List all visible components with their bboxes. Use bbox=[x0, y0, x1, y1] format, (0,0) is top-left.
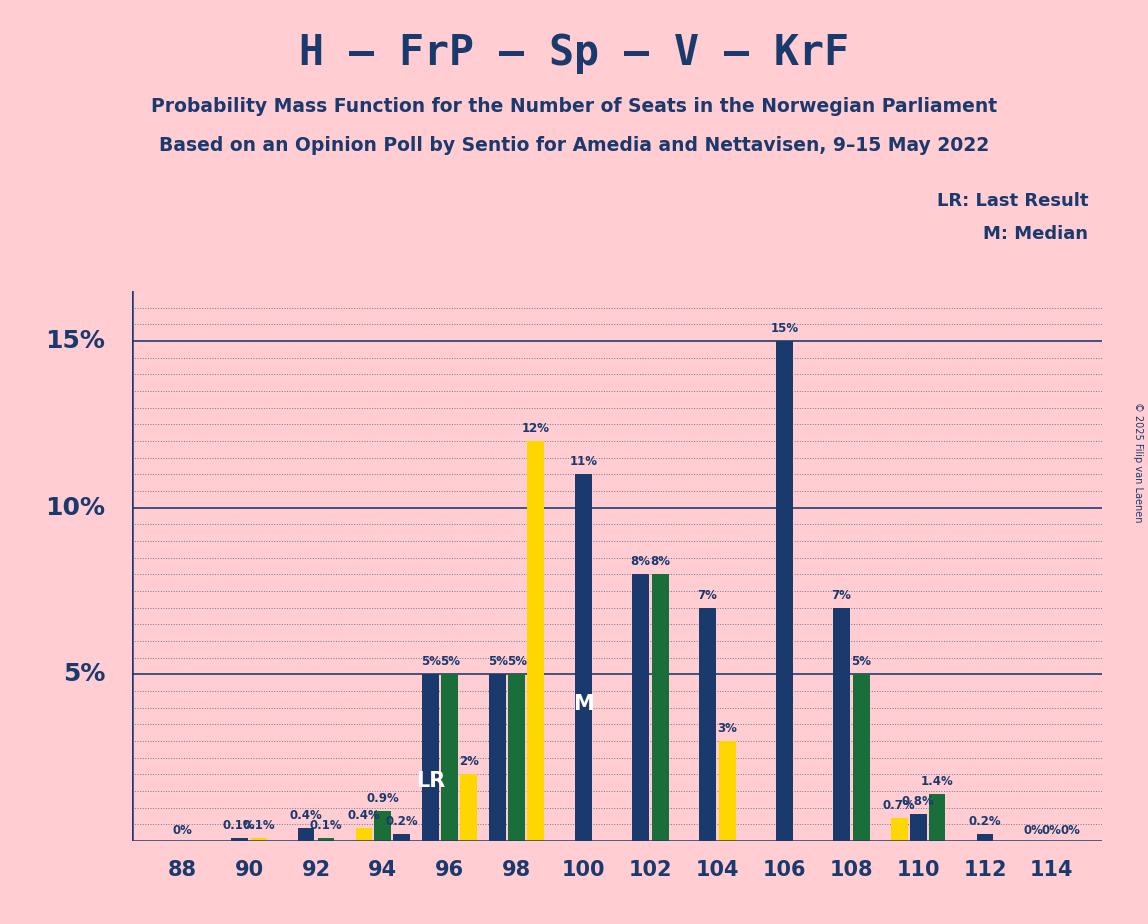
Text: 5%: 5% bbox=[421, 655, 441, 668]
Text: 7%: 7% bbox=[831, 589, 851, 602]
Text: 3%: 3% bbox=[718, 722, 737, 735]
Bar bbox=[318, 837, 334, 841]
Text: 0.1%: 0.1% bbox=[310, 819, 342, 832]
Bar bbox=[719, 741, 736, 841]
Text: 8%: 8% bbox=[651, 555, 670, 568]
Text: 15%: 15% bbox=[770, 322, 798, 335]
Text: 7%: 7% bbox=[698, 589, 718, 602]
Text: 10%: 10% bbox=[45, 495, 106, 519]
Text: 0.2%: 0.2% bbox=[969, 815, 1001, 828]
Bar bbox=[909, 814, 926, 841]
Bar bbox=[929, 795, 946, 841]
Bar bbox=[891, 818, 908, 841]
Text: M: Median: M: Median bbox=[984, 225, 1088, 242]
Text: 5%: 5% bbox=[488, 655, 507, 668]
Text: 5%: 5% bbox=[851, 655, 871, 668]
Text: 0.7%: 0.7% bbox=[883, 798, 915, 811]
Bar bbox=[652, 575, 669, 841]
Text: 0.1%: 0.1% bbox=[223, 819, 256, 832]
Bar bbox=[231, 837, 248, 841]
Bar bbox=[489, 675, 506, 841]
Text: 0.9%: 0.9% bbox=[366, 792, 400, 805]
Text: 0.4%: 0.4% bbox=[289, 808, 323, 821]
Text: 0.1%: 0.1% bbox=[242, 819, 276, 832]
Bar bbox=[374, 811, 391, 841]
Text: 0%: 0% bbox=[1023, 824, 1042, 837]
Text: 5%: 5% bbox=[63, 663, 106, 687]
Text: LR: LR bbox=[417, 771, 445, 791]
Text: © 2025 Filip van Laenen: © 2025 Filip van Laenen bbox=[1133, 402, 1142, 522]
Bar bbox=[633, 575, 649, 841]
Bar bbox=[250, 837, 267, 841]
Bar bbox=[460, 774, 478, 841]
Bar bbox=[509, 675, 525, 841]
Text: Based on an Opinion Poll by Sentio for Amedia and Nettavisen, 9–15 May 2022: Based on an Opinion Poll by Sentio for A… bbox=[158, 136, 990, 155]
Text: 5%: 5% bbox=[440, 655, 460, 668]
Bar bbox=[356, 828, 372, 841]
Text: 12%: 12% bbox=[521, 422, 550, 435]
Bar bbox=[297, 828, 315, 841]
Bar bbox=[776, 341, 793, 841]
Bar bbox=[527, 441, 544, 841]
Text: Probability Mass Function for the Number of Seats in the Norwegian Parliament: Probability Mass Function for the Number… bbox=[150, 97, 998, 116]
Text: 11%: 11% bbox=[569, 456, 598, 468]
Bar bbox=[832, 608, 850, 841]
Text: 0.4%: 0.4% bbox=[348, 808, 380, 821]
Text: 0.2%: 0.2% bbox=[386, 815, 418, 828]
Text: H – FrP – Sp – V – KrF: H – FrP – Sp – V – KrF bbox=[298, 32, 850, 74]
Bar bbox=[853, 675, 869, 841]
Bar bbox=[422, 675, 440, 841]
Text: 1.4%: 1.4% bbox=[921, 775, 954, 788]
Text: 15%: 15% bbox=[46, 329, 106, 353]
Bar bbox=[575, 474, 592, 841]
Text: 2%: 2% bbox=[459, 755, 479, 768]
Text: 0%: 0% bbox=[1061, 824, 1080, 837]
Text: 0%: 0% bbox=[172, 824, 192, 837]
Text: 8%: 8% bbox=[630, 555, 651, 568]
Bar bbox=[394, 834, 410, 841]
Bar bbox=[699, 608, 716, 841]
Text: 0.8%: 0.8% bbox=[901, 796, 934, 808]
Bar bbox=[977, 834, 993, 841]
Text: 0%: 0% bbox=[1042, 824, 1062, 837]
Text: LR: Last Result: LR: Last Result bbox=[937, 192, 1088, 210]
Text: 5%: 5% bbox=[506, 655, 527, 668]
Bar bbox=[441, 675, 458, 841]
Text: M: M bbox=[573, 694, 594, 714]
